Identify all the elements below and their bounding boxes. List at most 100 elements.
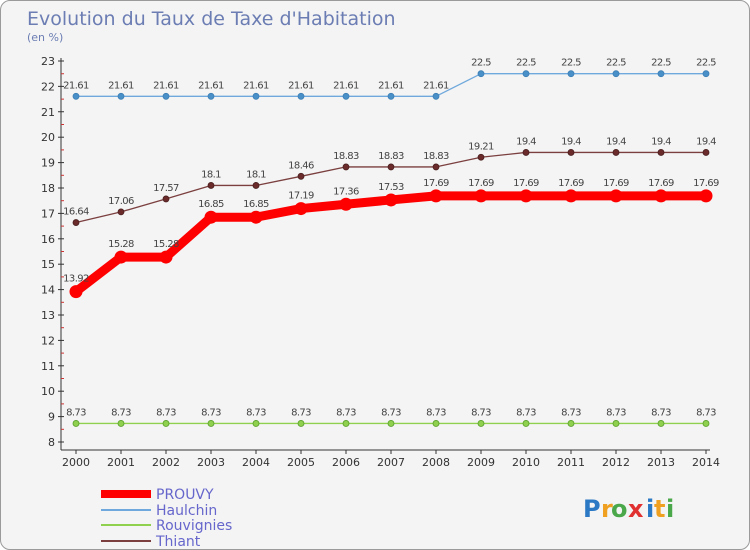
series-point <box>654 189 668 203</box>
series-point <box>384 193 398 207</box>
series-point <box>162 420 170 427</box>
data-label: 17.69 <box>423 178 449 189</box>
data-label: 18.83 <box>378 151 404 162</box>
legend-label: Thiant <box>155 534 201 550</box>
series-point <box>294 202 308 216</box>
series-point <box>159 250 173 264</box>
series-point <box>297 92 305 100</box>
series-point <box>432 163 440 171</box>
axes: 8 9 10 11 12 13 14 15 16 17 18 19 20 21 22 23 2000 2001 20… <box>41 55 720 469</box>
data-label: 18.1 <box>201 169 221 180</box>
data-label: 22.5 <box>651 58 671 69</box>
proxiti-logo: P r o x i t i <box>583 495 674 523</box>
data-label: 21.61 <box>423 80 449 91</box>
data-label: 8.73 <box>561 407 581 418</box>
y-tick-label: 13 <box>41 309 55 322</box>
series-point <box>207 182 215 189</box>
data-label: 17.69 <box>648 178 674 189</box>
logo-o: o <box>611 495 628 523</box>
series-point <box>657 149 665 156</box>
data-label: 16.64 <box>63 207 89 218</box>
x-tick-label: 2013 <box>647 456 675 469</box>
data-label: 16.85 <box>243 199 269 210</box>
data-label: 17.69 <box>513 178 539 189</box>
series-point <box>162 92 170 100</box>
data-label: 22.5 <box>561 58 581 69</box>
legend-label: PROUVY <box>156 487 214 503</box>
logo-i2: i <box>666 495 674 523</box>
series-point <box>252 92 260 100</box>
data-label: 18.83 <box>423 151 449 162</box>
series-point <box>249 210 263 224</box>
data-label: 17.69 <box>603 178 629 189</box>
series-point <box>474 189 488 203</box>
data-label: 8.73 <box>696 407 716 418</box>
x-tick-label: 2001 <box>107 456 135 469</box>
data-label: 8.73 <box>246 407 266 418</box>
data-label: 17.69 <box>693 178 719 189</box>
series-point <box>702 70 710 78</box>
data-label: 8.73 <box>651 407 671 418</box>
series-point <box>567 70 575 78</box>
data-label: 17.06 <box>108 196 134 207</box>
data-label: 21.61 <box>288 80 314 91</box>
data-label: 8.73 <box>336 407 356 418</box>
data-label: 21.61 <box>333 80 359 91</box>
data-label: 21.61 <box>63 80 89 91</box>
x-tick-label: 2006 <box>332 456 360 469</box>
y-tick-label: 10 <box>41 385 55 398</box>
series-point <box>429 189 443 203</box>
data-label: 15.28 <box>153 239 179 250</box>
x-tick-label: 2011 <box>557 456 585 469</box>
series-point <box>477 70 485 78</box>
data-label: 22.5 <box>471 58 491 69</box>
series-point <box>339 197 353 211</box>
data-label: 8.73 <box>606 407 626 418</box>
series-point <box>612 70 620 78</box>
data-label: 22.5 <box>606 58 626 69</box>
logo-x: x <box>628 495 644 523</box>
series-point <box>252 420 260 427</box>
series-point <box>657 420 665 427</box>
x-tick-label: 2004 <box>242 456 270 469</box>
logo-t: t <box>654 495 665 523</box>
legend-label: Haulchin <box>156 503 217 519</box>
y-tick-label: 18 <box>41 182 55 195</box>
x-tick-label: 2005 <box>287 456 315 469</box>
data-label: 21.61 <box>243 80 269 91</box>
data-label: 8.73 <box>381 407 401 418</box>
y-tick-label: 9 <box>48 411 55 424</box>
y-tick-label: 15 <box>41 258 55 271</box>
x-tick-label: 2000 <box>62 456 90 469</box>
x-tick-label: 2008 <box>422 456 450 469</box>
data-label: 21.61 <box>198 80 224 91</box>
y-tick-label: 8 <box>48 436 55 449</box>
series-point <box>387 163 395 171</box>
series-point <box>612 420 620 427</box>
data-label: 13.92 <box>63 274 89 285</box>
logo-i1: i <box>646 495 654 523</box>
series-point <box>162 195 170 203</box>
data-label: 8.73 <box>111 407 131 418</box>
data-label: 18.46 <box>288 160 314 171</box>
series-point <box>72 219 80 226</box>
data-label: 17.57 <box>153 183 179 194</box>
series-point <box>207 420 215 427</box>
series-point <box>69 285 83 299</box>
y-tick-label: 19 <box>41 157 55 170</box>
x-tick-label: 2003 <box>197 456 225 469</box>
series-point <box>297 420 305 427</box>
data-label: 15.28 <box>108 239 134 250</box>
data-label: 22.5 <box>696 58 716 69</box>
data-label: 17.36 <box>333 186 359 197</box>
data-label: 19.4 <box>606 136 626 147</box>
series-point <box>522 149 530 156</box>
x-tick-label: 2009 <box>467 456 495 469</box>
series-point <box>522 420 530 427</box>
series-point <box>297 172 305 180</box>
series-point <box>207 92 215 100</box>
data-label: 19.4 <box>696 136 716 147</box>
x-tick-label: 2007 <box>377 456 405 469</box>
series-point <box>342 92 350 100</box>
